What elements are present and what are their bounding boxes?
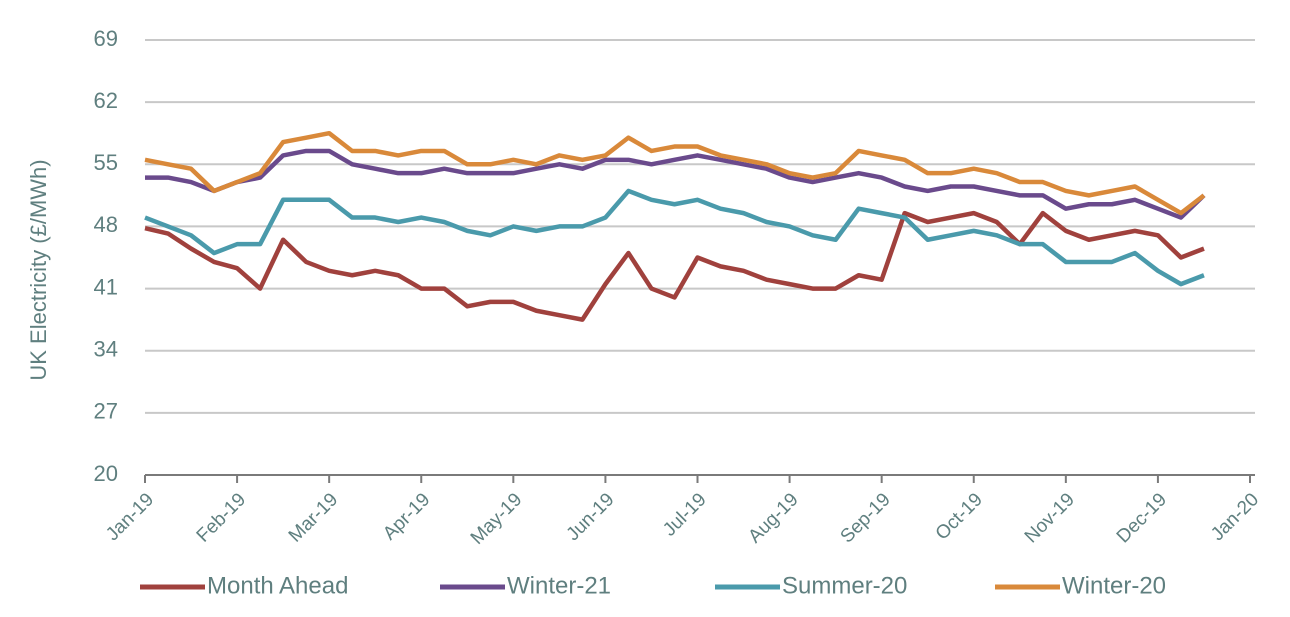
x-tick-label: Nov-19: [1021, 489, 1079, 547]
x-tick-label: May-19: [467, 489, 527, 549]
legend-label: Month Ahead: [207, 572, 348, 599]
x-tick-label: Sep-19: [837, 489, 895, 547]
x-tick-label: Aug-19: [744, 489, 802, 547]
x-tick-label: Mar-19: [285, 489, 342, 546]
y-tick-label: 62: [94, 88, 118, 113]
y-tick-label: 55: [94, 150, 118, 175]
y-tick-label: 41: [94, 274, 118, 299]
y-tick-label: 48: [94, 212, 118, 237]
legend-label: Winter-20: [1062, 572, 1166, 599]
y-tick-label: 69: [94, 26, 118, 51]
series-line: [145, 148, 1206, 220]
x-tick-label: Dec-19: [1113, 489, 1171, 547]
x-tick-label: Jan-19: [102, 489, 158, 545]
y-tick-label: 34: [94, 337, 118, 362]
y-tick-label: 20: [94, 461, 118, 486]
legend-label: Winter-21: [507, 572, 611, 599]
x-tick-label: Jan-20: [1207, 489, 1263, 545]
legend-label: Summer-20: [782, 572, 907, 599]
x-tick-label: Feb-19: [193, 489, 250, 546]
x-tick-label: Jul-19: [659, 489, 710, 540]
y-axis-title: UK Electricity (£/MWh): [26, 159, 51, 380]
y-tick-label: 27: [94, 399, 118, 424]
x-tick-label: Jun-19: [563, 489, 619, 545]
series-line: [144, 210, 1205, 322]
x-tick-label: Apr-19: [379, 489, 434, 544]
x-tick-label: Oct-19: [932, 489, 987, 544]
series-line: [144, 188, 1205, 287]
series-line: [144, 130, 1206, 216]
